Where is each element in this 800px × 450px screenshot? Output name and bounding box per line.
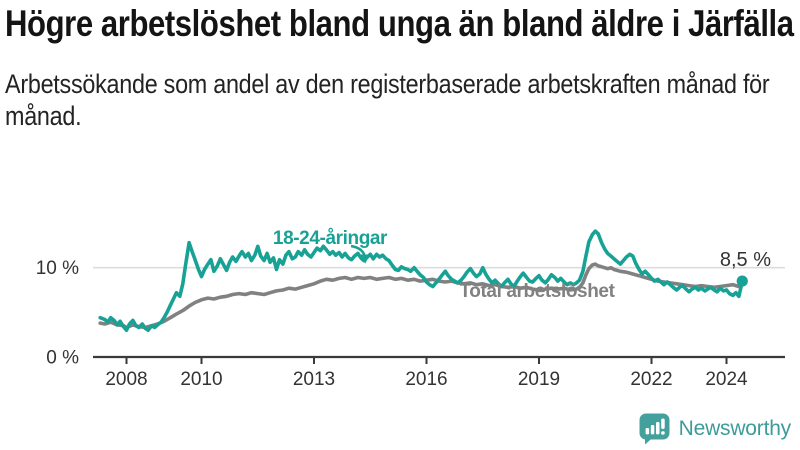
series-label-total: Total arbetslöshet [459, 281, 615, 302]
newsworthy-wordmark: Newsworthy [678, 416, 792, 440]
unemployment-youth-line [98, 229, 745, 333]
page-title: Högre arbetslöshet bland unga än bland ä… [5, 3, 794, 44]
newsworthy-logo-icon [639, 413, 670, 445]
chart-header: Högre arbetslöshet bland unga än bland ä… [5, 0, 800, 133]
unemployment-total-line [98, 262, 745, 330]
x-tick-label-2013: 2013 [293, 369, 335, 390]
x-tick-label-2022: 2022 [630, 369, 672, 390]
y-axis-label-10: 10 % [36, 258, 79, 279]
label-arrowhead-icon [360, 254, 370, 264]
latest-value-annotation: 8,5 % [720, 249, 771, 271]
x-tick-label-2024: 2024 [705, 369, 748, 390]
x-tick-label-2010: 2010 [180, 369, 222, 390]
newsworthy-branding: Newsworthy [638, 412, 791, 445]
x-tick-label-2008: 2008 [105, 369, 147, 390]
series-label-youth: 18-24-åringar [273, 228, 388, 249]
x-tick-label-2016: 2016 [405, 369, 447, 390]
y-axis-label-0: 0 % [46, 348, 79, 369]
x-tick-label-2019: 2019 [518, 369, 560, 390]
chart-subtitle: Arbetssökande som andel av den registerb… [5, 69, 770, 132]
latest-value-dot [736, 275, 748, 287]
